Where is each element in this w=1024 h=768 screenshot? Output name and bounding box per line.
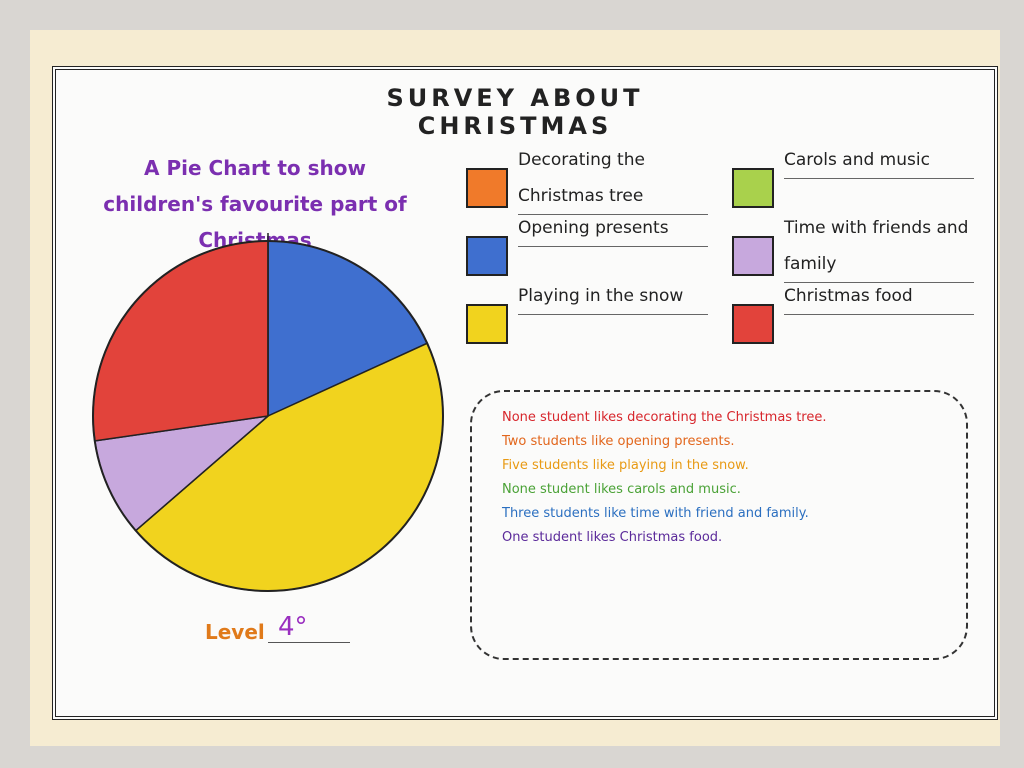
heading: SURVEY ABOUT CHRISTMAS bbox=[386, 84, 644, 140]
legend-label: Playing in the snow bbox=[518, 278, 708, 315]
note-line: Five students like playing in the snow. bbox=[502, 458, 749, 473]
legend-label: Opening presents bbox=[518, 210, 708, 247]
legend-swatch bbox=[732, 168, 774, 208]
note-line: None student likes decorating the Christ… bbox=[502, 410, 827, 425]
legend-label: Carols and music bbox=[784, 142, 974, 179]
note-line: One student likes Christmas food. bbox=[502, 530, 723, 545]
level-value: 4° bbox=[268, 612, 350, 643]
note-line: None student likes carols and music. bbox=[502, 482, 741, 497]
pie-chart bbox=[92, 233, 444, 592]
note-line: Two students like opening presents. bbox=[502, 434, 735, 449]
legend-swatch bbox=[466, 304, 508, 344]
legend-swatch bbox=[732, 236, 774, 276]
legend-label: Christmas food bbox=[784, 278, 974, 315]
notes-box: None student likes decorating the Christ… bbox=[470, 390, 968, 660]
chart-title: A Pie Chart to show children's favourite… bbox=[103, 156, 407, 252]
legend-label: Time with friends and family bbox=[784, 210, 974, 283]
legend-swatch bbox=[732, 304, 774, 344]
level-label: Level bbox=[205, 620, 265, 644]
legend-swatch bbox=[466, 168, 508, 208]
pie-slice bbox=[92, 240, 269, 442]
legend-swatch bbox=[466, 236, 508, 276]
note-line: Three students like time with friend and… bbox=[502, 506, 809, 521]
legend-label: Decorating the Christmas tree bbox=[518, 142, 708, 215]
